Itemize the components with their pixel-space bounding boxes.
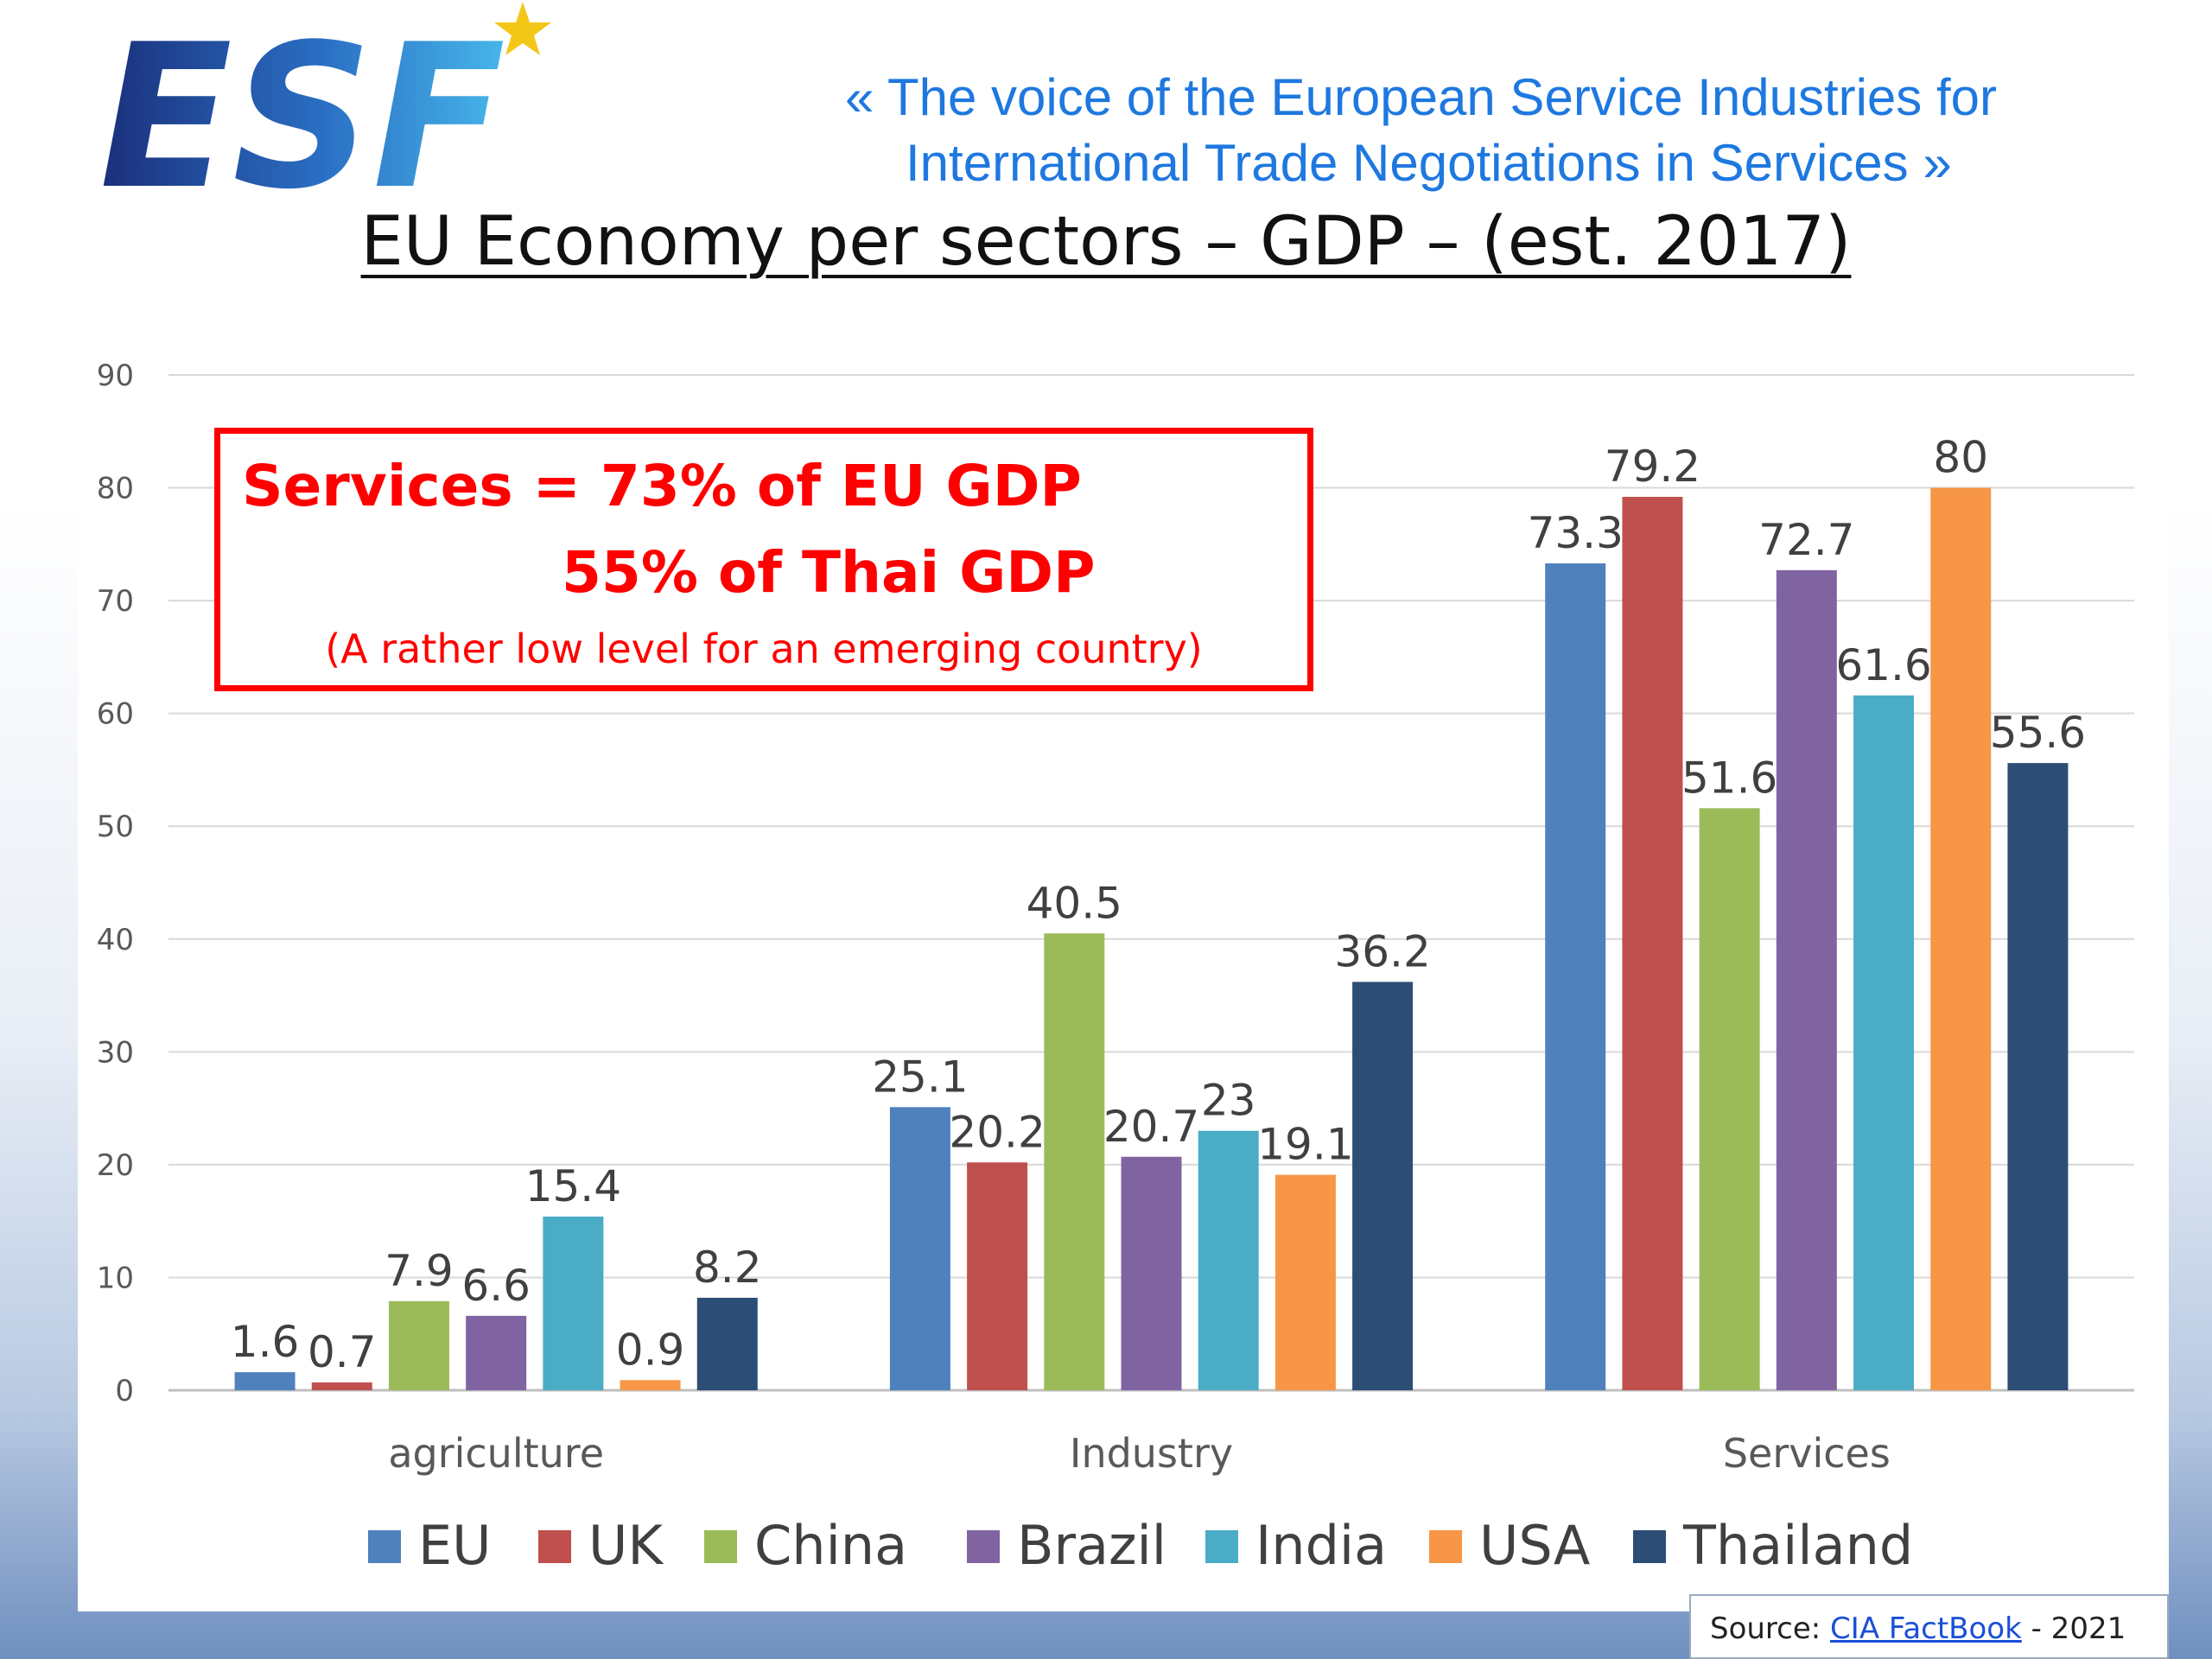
x-category-label: Services — [1723, 1430, 1891, 1477]
bar-brazil — [1776, 569, 1837, 1390]
data-label: 23 — [1201, 1076, 1256, 1126]
legend-label: UK — [588, 1514, 664, 1577]
y-tick-label: 60 — [97, 697, 134, 732]
data-label: 0.7 — [308, 1327, 377, 1377]
bar-china — [388, 1300, 449, 1390]
bar-eu — [889, 1107, 950, 1390]
data-label: 55.6 — [1990, 708, 2086, 758]
data-label: 20.7 — [1103, 1102, 1199, 1152]
callout-line-2: 55% of Thai GDP — [562, 539, 1096, 606]
data-label: 72.7 — [1758, 515, 1854, 565]
y-tick-label: 30 — [97, 1035, 134, 1070]
bar-uk — [311, 1382, 372, 1390]
legend-label: USA — [1479, 1514, 1590, 1577]
source-prefix: Source: — [1710, 1611, 1831, 1646]
star-icon — [494, 2, 551, 55]
data-label: 51.6 — [1681, 753, 1777, 803]
data-label: 80 — [1933, 433, 1988, 483]
data-label: 36.2 — [1334, 926, 1430, 976]
legend-swatch-india — [1205, 1530, 1238, 1563]
bar-usa — [1930, 487, 1992, 1390]
callout-line-1: Services = 73% of EU GDP — [242, 453, 1082, 519]
y-tick-label: 90 — [97, 359, 134, 393]
data-label: 61.6 — [1835, 640, 1931, 690]
data-label: 25.1 — [872, 1052, 968, 1102]
x-category-label: Industry — [1070, 1430, 1233, 1477]
page-title: EU Economy per sectors – GDP – (est. 201… — [0, 203, 2212, 281]
legend-swatch-usa — [1429, 1530, 1462, 1563]
data-label: 79.2 — [1605, 442, 1700, 492]
y-tick-label: 80 — [97, 472, 134, 506]
legend-swatch-thailand — [1633, 1530, 1666, 1563]
source-note: Source: CIA FactBook - 2021 — [1689, 1594, 2169, 1659]
legend-swatch-eu — [368, 1530, 401, 1563]
bar-usa — [620, 1380, 681, 1390]
source-suffix: - 2021 — [2021, 1611, 2126, 1646]
y-tick-label: 40 — [97, 923, 134, 957]
page-title-text: EU Economy per sectors – GDP – (est. 201… — [360, 203, 1852, 281]
esf-logo: ESF — [99, 2, 551, 203]
data-label: 73.3 — [1528, 508, 1624, 558]
legend-swatch-uk — [538, 1530, 571, 1563]
data-label: 6.6 — [461, 1261, 531, 1311]
logo-text: ESF — [99, 3, 505, 203]
bar-uk — [967, 1162, 1028, 1390]
tagline-line-2: International Trade Negotiations in Serv… — [906, 134, 1952, 192]
source-link[interactable]: CIA FactBook — [1830, 1611, 2022, 1646]
bar-brazil — [1121, 1156, 1182, 1390]
legend-swatch-china — [704, 1530, 737, 1563]
bar-thailand — [2007, 763, 2069, 1390]
bar-thailand — [1352, 982, 1414, 1390]
data-label: 15.4 — [525, 1161, 621, 1211]
y-tick-label: 10 — [97, 1261, 134, 1295]
bar-eu — [234, 1372, 296, 1390]
legend-label: Thailand — [1682, 1514, 1913, 1577]
bar-india — [543, 1216, 604, 1390]
y-tick-label: 0 — [115, 1374, 134, 1408]
legend-label: Brazil — [1017, 1514, 1166, 1577]
bar-eu — [1545, 563, 1606, 1390]
y-tick-label: 70 — [97, 584, 134, 619]
bar-thailand — [696, 1297, 758, 1390]
data-label: 20.2 — [949, 1107, 1045, 1157]
y-tick-label: 50 — [97, 810, 134, 844]
data-label: 8.2 — [693, 1243, 762, 1293]
bar-china — [1699, 808, 1760, 1390]
legend-label: China — [754, 1514, 907, 1577]
data-label: 1.6 — [231, 1317, 300, 1367]
services-callout-box: Services = 73% of EU GDP 55% of Thai GDP… — [214, 428, 1313, 691]
y-tick-label: 20 — [97, 1148, 134, 1183]
data-label: 40.5 — [1027, 878, 1122, 928]
bar-usa — [1274, 1174, 1336, 1390]
legend-label: EU — [418, 1514, 492, 1577]
legend-label: India — [1255, 1514, 1387, 1577]
data-label: 0.9 — [616, 1325, 685, 1375]
x-category-label: agriculture — [388, 1430, 604, 1477]
tagline: « The voice of the European Service Indu… — [830, 65, 2126, 196]
bar-china — [1044, 933, 1105, 1390]
bar-india — [1198, 1130, 1259, 1390]
tagline-line-1: « The voice of the European Service Indu… — [845, 68, 1997, 126]
legend-swatch-brazil — [967, 1530, 1000, 1563]
bar-brazil — [466, 1315, 527, 1390]
callout-line-3: (A rather low level for an emerging coun… — [325, 626, 1203, 672]
data-label: 19.1 — [1257, 1120, 1353, 1170]
bar-uk — [1622, 497, 1683, 1390]
data-label: 7.9 — [385, 1246, 454, 1296]
bar-india — [1853, 695, 1915, 1390]
